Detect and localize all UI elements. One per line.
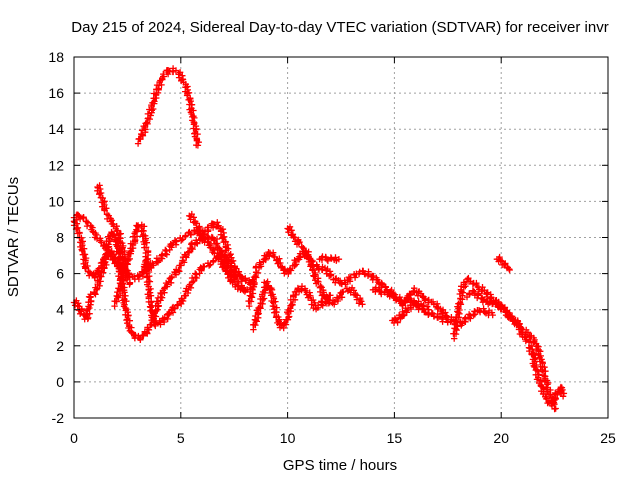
grid-lines bbox=[74, 57, 608, 418]
y-tick-label: 12 bbox=[48, 157, 64, 173]
y-tick-label: 6 bbox=[56, 266, 64, 282]
y-tick-label: 16 bbox=[48, 85, 64, 101]
y-tick-label: 8 bbox=[56, 230, 64, 246]
series-arc-h bbox=[250, 278, 334, 333]
x-tick-label: 5 bbox=[177, 430, 185, 446]
x-tick-label: 0 bbox=[70, 430, 78, 446]
y-axis-label: SDTVAR / TECUs bbox=[5, 177, 22, 297]
plus-markers bbox=[186, 210, 251, 294]
x-tick-label: 20 bbox=[493, 430, 509, 446]
y-tick-label: 2 bbox=[56, 338, 64, 354]
plus-markers bbox=[316, 253, 343, 265]
x-tick-label: 25 bbox=[600, 430, 616, 446]
plus-markers bbox=[134, 65, 202, 149]
x-axis-ticks: 0 5 10 15 20 25 bbox=[70, 57, 616, 446]
series-arc-n bbox=[463, 287, 533, 346]
plus-markers bbox=[463, 287, 533, 346]
y-tick-label: 18 bbox=[48, 49, 64, 65]
series-arc-l bbox=[389, 298, 432, 327]
series-arc-e bbox=[111, 221, 249, 330]
y-tick-label: 0 bbox=[56, 374, 64, 390]
series-arc-p bbox=[525, 342, 568, 408]
series-arc-high bbox=[134, 65, 202, 149]
plus-markers bbox=[525, 342, 568, 408]
x-tick-label: 15 bbox=[387, 430, 403, 446]
series-arc-o bbox=[493, 253, 513, 274]
series-arc-k bbox=[369, 284, 496, 329]
plus-markers bbox=[493, 253, 513, 274]
y-axis-ticks: -2 0 2 4 6 8 10 12 14 16 18 bbox=[48, 49, 608, 426]
x-axis-label: GPS time / hours bbox=[283, 457, 397, 474]
y-tick-label: 10 bbox=[48, 193, 64, 209]
plus-markers bbox=[369, 284, 496, 329]
series-arc-j bbox=[316, 253, 343, 265]
plus-markers bbox=[250, 278, 334, 333]
chart-title: Day 215 of 2024, Sidereal Day-to-day VTE… bbox=[71, 19, 608, 36]
data-points-layer bbox=[70, 65, 568, 413]
plus-markers bbox=[111, 221, 249, 330]
plus-markers bbox=[389, 298, 432, 327]
y-tick-label: 4 bbox=[56, 302, 64, 318]
y-tick-label: -2 bbox=[52, 410, 65, 426]
y-tick-label: 14 bbox=[48, 121, 64, 137]
series-arc-f bbox=[186, 210, 251, 294]
x-tick-label: 10 bbox=[280, 430, 296, 446]
